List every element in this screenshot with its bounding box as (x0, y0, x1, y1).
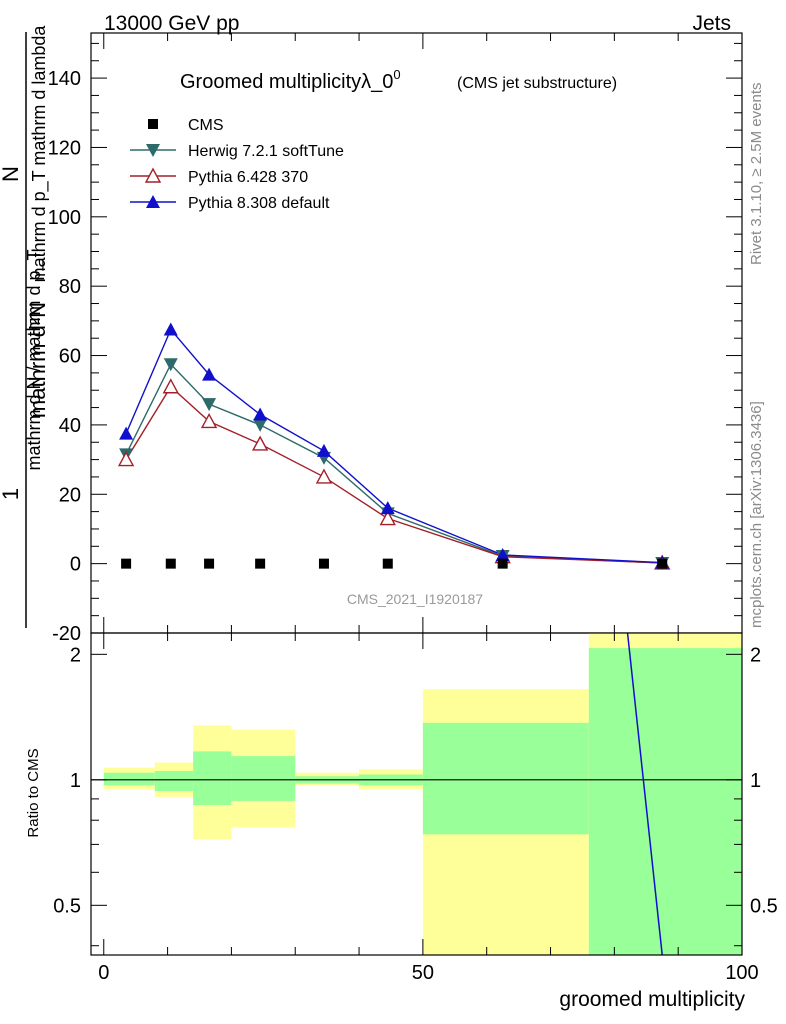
data-point-0-1 (165, 558, 176, 569)
data-point-0-4 (318, 558, 329, 569)
data-point-0-7 (657, 558, 668, 569)
main-ytick-label: -20 (52, 623, 81, 645)
legend-label-3: Pythia 8.308 default (188, 195, 330, 212)
ratio-ytick-label-left: 1 (70, 770, 81, 792)
ratio-panel: 0.5 0.5 1 1 2 2 0 50 100 Ratio to CMS groomed mu… (25, 632, 778, 1011)
data-point-3-2 (202, 367, 217, 381)
ratio-xtick-label: 0 (98, 962, 109, 984)
rivet-label: Rivet 3.1.10, ≥ 2.5M events (748, 83, 765, 266)
mcplots-label: mcplots.cern.ch [arXiv:1306.3436] (748, 401, 765, 628)
main-ytick-label: 20 (59, 484, 81, 506)
main-subtitle: (CMS jet substructure) (457, 75, 617, 92)
data-point-2-1 (162, 378, 179, 394)
legend-item-2: Pythia 6.428 370 (130, 167, 308, 186)
ratio-ytick-label-left: 2 (70, 644, 81, 666)
analysis-watermark: CMS_2021_I1920187 (347, 591, 483, 607)
data-point-1-1 (163, 358, 178, 372)
data-point-1-2 (202, 398, 217, 412)
ratio-line-pythia8 (626, 633, 663, 955)
legend-marker-2 (144, 167, 162, 183)
main-ytick-label: 40 (59, 415, 81, 437)
data-point-3-3 (253, 407, 268, 421)
data-point-3-5 (380, 501, 395, 515)
ratio-ytick-label-right: 2 (750, 644, 761, 666)
data-point-0-3 (255, 558, 266, 569)
main-y-axis-label: 1 mathrm d²N N mathrm d N / mathrm d p_T… (0, 25, 50, 628)
series-line-1 (125, 363, 663, 564)
legend-marker-3 (146, 195, 160, 208)
ratio-band-inner-0 (103, 772, 155, 786)
data-point-3-4 (316, 443, 331, 457)
data-point-2-4 (315, 468, 333, 484)
main-ytick-label: 60 (59, 346, 81, 368)
ratio-ytick-label-right: 0.5 (750, 895, 778, 917)
data-point-3-0 (119, 426, 134, 440)
data-point-2-5 (379, 510, 396, 526)
energy-label: 13000 GeV pp (104, 12, 239, 35)
legend-marker-1 (146, 144, 160, 157)
ratio-frame (90, 632, 743, 956)
series-line-2 (125, 385, 663, 564)
ylabel-denominator-2: mathrm d p_T mathrm d lambda (29, 25, 50, 283)
ylabel-numerator: mathrm d²N (25, 302, 50, 418)
ratio-band-inner-1 (154, 770, 194, 792)
main-ytick-label: 140 (48, 68, 81, 90)
legend-item-3: Pythia 8.308 default (130, 195, 330, 212)
ratio-band-inner-3 (231, 756, 296, 801)
series-line-3 (125, 328, 663, 564)
main-ytick-label: 80 (59, 276, 81, 298)
ratio-xtick-label: 100 (725, 962, 758, 984)
data-point-3-6 (495, 547, 510, 561)
legend-marker-0 (148, 119, 158, 129)
data-point-2-3 (251, 435, 269, 451)
legend-item-0: CMS (148, 117, 224, 134)
data-point-0-5 (382, 558, 393, 569)
main-ytick-label: 120 (48, 137, 81, 159)
legend-label-0: CMS (188, 117, 224, 134)
ratio-ytick-label-left: 0.5 (53, 895, 81, 917)
ratio-ytick-label-right: 1 (750, 770, 761, 792)
main-ytick-label: 100 (48, 207, 81, 229)
data-point-3-1 (163, 322, 178, 336)
data-point-0-6 (497, 558, 508, 569)
data-point-0-0 (121, 558, 132, 569)
process-label: Jets (692, 12, 731, 35)
main-title: Groomed multiplicityλ_00 (180, 67, 401, 93)
legend: CMS Herwig 7.2.1 softTune Pythia 6.428 370… (130, 117, 344, 212)
ylabel-numerator-dn: N (0, 166, 23, 182)
ratio-band-inner-7 (588, 648, 742, 955)
ratio-y-axis-label: Ratio to CMS (25, 748, 42, 837)
x-axis-label: groomed multiplicity (559, 988, 745, 1011)
ratio-band-inner-2 (193, 751, 232, 806)
data-point-2-0 (117, 451, 135, 467)
main-panel: Groomed multiplicityλ_00 (CMS jet substr… (48, 32, 743, 645)
ylabel-denominator: mathrm d N / mathrm d p_T (24, 249, 45, 470)
legend-label-2: Pythia 6.428 370 (188, 169, 308, 186)
ratio-xtick-label: 50 (412, 962, 434, 984)
data-point-2-2 (200, 412, 218, 429)
legend-item-1: Herwig 7.2.1 softTune (130, 143, 344, 160)
legend-label-1: Herwig 7.2.1 softTune (188, 143, 344, 160)
ylabel-prefactor: 1 (0, 488, 23, 500)
data-point-0-2 (204, 558, 215, 569)
data-point-1-3 (253, 418, 268, 432)
main-ytick-label: 0 (70, 554, 81, 576)
ratio-band-inner-6 (422, 722, 589, 835)
